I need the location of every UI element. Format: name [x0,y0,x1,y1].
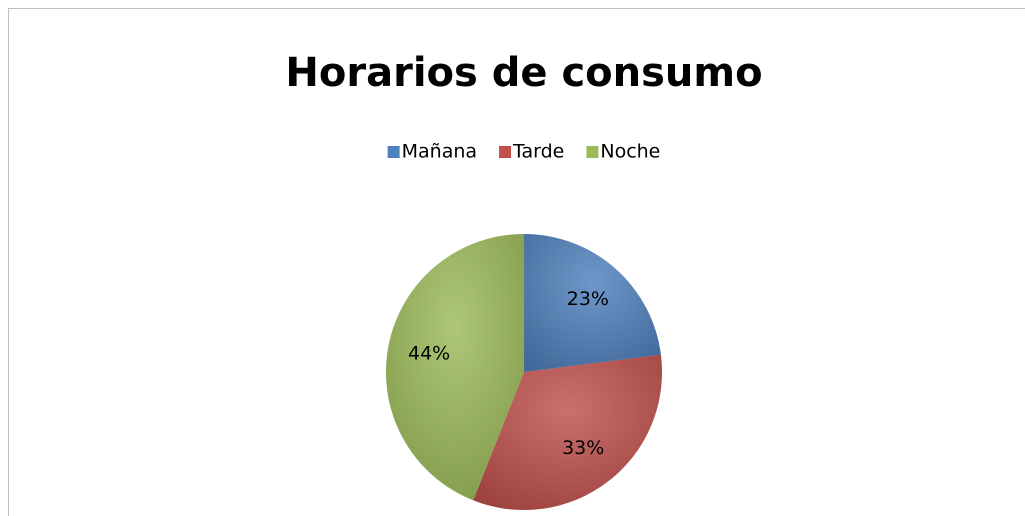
data-label: 23% [567,288,609,310]
legend-label: Tarde [512,141,564,163]
slice-shade [385,234,524,501]
data-label: 44% [408,342,450,364]
legend-label: Noche [600,141,660,163]
legend-swatch [387,146,400,158]
legend-label: Mañana [402,141,477,163]
legend-swatch [499,146,512,158]
data-label: 33% [562,437,604,459]
legend: Mañana Tarde Noche [387,141,660,163]
chart-title: Horarios de consumo [285,50,762,96]
legend-swatch [586,146,599,158]
slice-shade [473,354,662,510]
slice-shade [524,234,661,372]
